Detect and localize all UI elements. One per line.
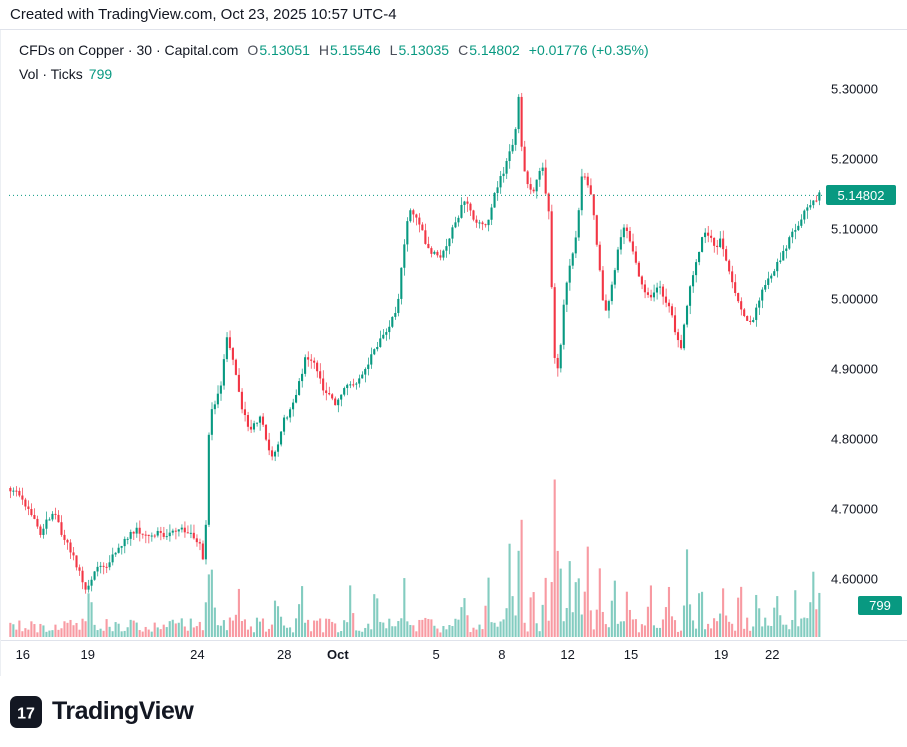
price-axis-label: 4.60000 [831,571,878,587]
price-axis-label: 5.00000 [831,291,878,307]
time-axis-label: Oct [327,647,349,662]
time-axis-label: 19 [80,647,95,662]
price-axis-label: 4.90000 [831,361,878,377]
price-axis-label: 5.10000 [831,221,878,237]
time-axis-label: 28 [277,647,292,662]
volume-badge: 799 [858,596,902,615]
time-axis-label: 19 [713,647,729,662]
price-change: +0.01776 (+0.35%) [528,42,649,58]
price-axis-label: 4.70000 [831,501,878,517]
ohlc-label: O [247,42,259,58]
volume-series [9,479,821,637]
tradingview-wordmark[interactable]: TradingView [52,697,194,725]
candlestick-series [9,92,821,594]
volume-legend-row: Vol · Ticks 799 [19,62,649,86]
time-axis-label: 8 [498,647,506,662]
time-axis-label: 12 [560,647,575,662]
ohlc-value: 5.13051 [259,42,310,58]
price-chart-canvas[interactable] [1,30,907,676]
footer: 17 TradingView [0,676,907,747]
ohlc-value: 5.14802 [469,42,520,58]
ohlc-label: C [458,42,469,58]
time-axis-label: 24 [190,647,205,662]
time-axis-separator [1,640,907,641]
ohlc-value: 5.15546 [330,42,381,58]
tradingview-logo-icon[interactable]: 17 [10,695,42,728]
symbol-title[interactable]: CFDs on Copper · 30 · Capital.com [19,42,239,58]
symbol-legend-row: CFDs on Copper · 30 · Capital.com O5.1305… [19,38,649,62]
svg-text:17: 17 [17,705,35,722]
ohlc-label: H [318,42,330,58]
ohlc-values: O5.13051 H5.15546 L5.13035 C5.14802 [238,42,519,58]
price-axis-label: 4.80000 [831,431,878,447]
time-axis-label: 5 [432,647,440,662]
chart-area: CFDs on Copper · 30 · Capital.com O5.1305… [0,30,907,676]
volume-value: 799 [88,66,113,82]
price-axis-label: 5.20000 [831,151,878,167]
time-axis-label: 16 [15,647,31,662]
chart-legend: CFDs on Copper · 30 · Capital.com O5.1305… [19,38,649,86]
price-axis-label: 5.30000 [831,81,878,97]
attribution-bar: Created with TradingView.com, Oct 23, 20… [0,0,907,30]
ohlc-label: L [389,42,398,58]
volume-indicator-title[interactable]: Vol · Ticks [19,66,83,82]
last-price-badge: 5.14802 [826,185,896,206]
time-axis-label: 22 [765,647,780,662]
attribution-text: Created with TradingView.com, Oct 23, 20… [10,6,397,23]
ohlc-value: 5.13035 [398,42,450,58]
time-axis-label: 15 [623,647,639,662]
